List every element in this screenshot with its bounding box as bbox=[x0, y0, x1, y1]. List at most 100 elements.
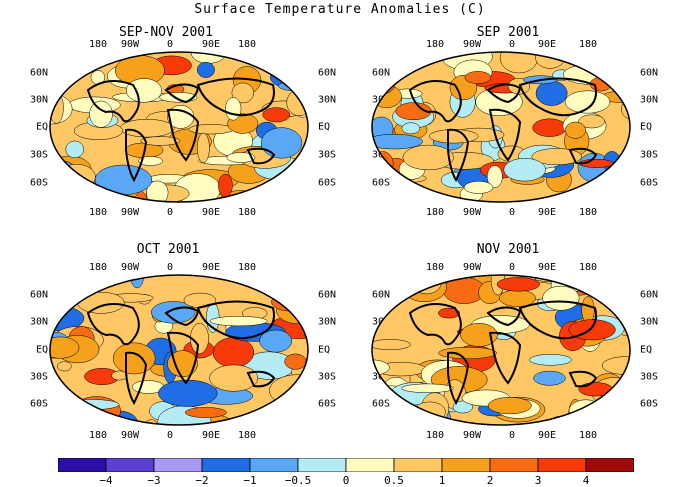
lon-label: 180 bbox=[237, 207, 257, 218]
panel-title: NOV 2001 bbox=[476, 242, 540, 257]
colorbar bbox=[58, 458, 634, 472]
lat-label: 60S bbox=[640, 177, 659, 189]
lon-label: 180 bbox=[88, 207, 108, 218]
colorbar-swatch bbox=[489, 458, 539, 472]
lon-label: 0 bbox=[508, 262, 516, 273]
lat-labels-right: 60N 30N EQ 30S 60S bbox=[318, 20, 348, 235]
colorbar-label: −1 bbox=[243, 474, 257, 487]
lon-label: 90W bbox=[462, 430, 482, 441]
lon-label: 90W bbox=[462, 39, 482, 50]
lat-label: EQ bbox=[35, 121, 48, 133]
figure-title: Surface Temperature Anomalies (C) bbox=[194, 2, 486, 17]
colorbar-swatch bbox=[393, 458, 443, 472]
lon-label: 180 bbox=[578, 207, 598, 218]
colorbar-label: 4 bbox=[582, 474, 590, 487]
colorbar-swatch bbox=[345, 458, 395, 472]
lon-label: 0 bbox=[508, 430, 516, 441]
lon-labels-top: 180 90W 0 90E 180 bbox=[10, 262, 350, 274]
lon-label: 90W bbox=[462, 262, 482, 273]
lon-label: 180 bbox=[237, 39, 257, 50]
colorbar-swatch bbox=[58, 458, 107, 472]
anomaly-map bbox=[49, 51, 309, 203]
colorbar-label: −0.5 bbox=[284, 474, 312, 487]
lat-label: 30S bbox=[29, 149, 48, 161]
lon-label: 180 bbox=[88, 262, 108, 273]
colorbar-swatch bbox=[585, 458, 634, 472]
lon-label: 90E bbox=[201, 262, 221, 273]
colorbar-label: 0.5 bbox=[384, 474, 404, 487]
lat-label: 60N bbox=[29, 67, 48, 79]
lat-label: EQ bbox=[640, 121, 653, 133]
lon-labels-bottom: 180 90W 0 90E 180 bbox=[10, 207, 350, 219]
anomaly-map bbox=[49, 274, 309, 426]
lon-label: 90W bbox=[120, 39, 140, 50]
lon-label: 90W bbox=[120, 207, 140, 218]
lon-labels-top: 180 90W 0 90E 180 bbox=[10, 39, 350, 51]
panel-nov-2001: NOV 2001 180 90W 0 90E 180 60N 30N EQ 30… bbox=[338, 240, 678, 455]
panel-sep-2001: SEP 2001 180 90W 0 90E 180 60N 30N EQ 30… bbox=[338, 20, 678, 235]
colorbar-swatch bbox=[537, 458, 587, 472]
lat-label: 60N bbox=[318, 67, 337, 79]
lon-labels-bottom: 180 90W 0 90E 180 bbox=[10, 430, 350, 442]
lat-label: EQ bbox=[318, 344, 331, 356]
lat-label: EQ bbox=[35, 344, 48, 356]
anomaly-map bbox=[371, 274, 631, 426]
lat-label: 30N bbox=[640, 316, 659, 328]
lat-label: 60N bbox=[640, 289, 659, 301]
colorbar-swatch bbox=[297, 458, 347, 472]
lat-label: 60S bbox=[371, 177, 390, 189]
lat-label: 30N bbox=[318, 316, 337, 328]
lon-label: 180 bbox=[425, 262, 445, 273]
lon-label: 0 bbox=[166, 262, 174, 273]
lon-labels-bottom: 180 90W 0 90E 180 bbox=[338, 430, 678, 442]
lat-label: 60N bbox=[371, 67, 390, 79]
lon-label: 180 bbox=[578, 262, 598, 273]
panel-sep-nov-2001: SEP-NOV 2001 180 90W 0 90E 180 60N 30N E… bbox=[10, 20, 350, 235]
lat-label: 60S bbox=[29, 398, 48, 410]
lat-label: 60S bbox=[29, 177, 48, 189]
lat-label: 60S bbox=[318, 398, 337, 410]
colorbar-label: 0 bbox=[342, 474, 350, 487]
lon-labels-top: 180 90W 0 90E 180 bbox=[338, 262, 678, 274]
lon-label: 0 bbox=[166, 207, 174, 218]
lat-label: 30S bbox=[640, 149, 659, 161]
colorbar-labels: −4 −3 −2 −1 −0.5 0 0.5 1 2 3 4 bbox=[0, 474, 680, 487]
lon-label: 0 bbox=[166, 39, 174, 50]
lon-label: 180 bbox=[578, 430, 598, 441]
lon-label: 90W bbox=[120, 262, 140, 273]
lat-labels-right: 60N 30N EQ 30S 60S bbox=[318, 240, 348, 455]
lon-labels-bottom: 180 90W 0 90E 180 bbox=[338, 207, 678, 219]
lon-label: 90E bbox=[201, 39, 221, 50]
colorbar-swatch bbox=[153, 458, 203, 472]
lat-label: 60S bbox=[318, 177, 337, 189]
colorbar-swatch bbox=[249, 458, 299, 472]
lon-label: 90W bbox=[462, 207, 482, 218]
panel-title: OCT 2001 bbox=[136, 242, 200, 257]
lon-label: 180 bbox=[425, 39, 445, 50]
panel-oct-2001: OCT 2001 180 90W 0 90E 180 60N 30N EQ 30… bbox=[10, 240, 350, 455]
colorbar-label: −3 bbox=[147, 474, 161, 487]
panel-title: SEP-NOV 2001 bbox=[119, 25, 213, 40]
lat-labels-left: 60N 30N EQ 30S 60S bbox=[18, 20, 48, 235]
lon-label: 0 bbox=[508, 39, 516, 50]
lon-label: 90W bbox=[120, 430, 140, 441]
lat-label: 60N bbox=[318, 289, 337, 301]
lat-label: 30N bbox=[318, 94, 337, 106]
panel-title: SEP 2001 bbox=[476, 25, 540, 40]
lon-label: 180 bbox=[425, 207, 445, 218]
lon-label: 90E bbox=[537, 39, 557, 50]
colorbar-label: −4 bbox=[99, 474, 113, 487]
colorbar-label: 2 bbox=[486, 474, 494, 487]
lon-label: 90E bbox=[537, 430, 557, 441]
lon-label: 180 bbox=[237, 262, 257, 273]
lon-label: 90E bbox=[201, 430, 221, 441]
lat-label: 60S bbox=[371, 398, 390, 410]
lat-label: 30S bbox=[640, 371, 659, 383]
lat-label: 60N bbox=[640, 67, 659, 79]
lat-labels-right: 60N 30N EQ 30S 60S bbox=[640, 20, 670, 235]
colorbar-swatch bbox=[105, 458, 155, 472]
anomaly-map bbox=[371, 51, 631, 203]
lon-label: 0 bbox=[508, 207, 516, 218]
lat-label: EQ bbox=[318, 121, 331, 133]
lon-label: 180 bbox=[578, 39, 598, 50]
